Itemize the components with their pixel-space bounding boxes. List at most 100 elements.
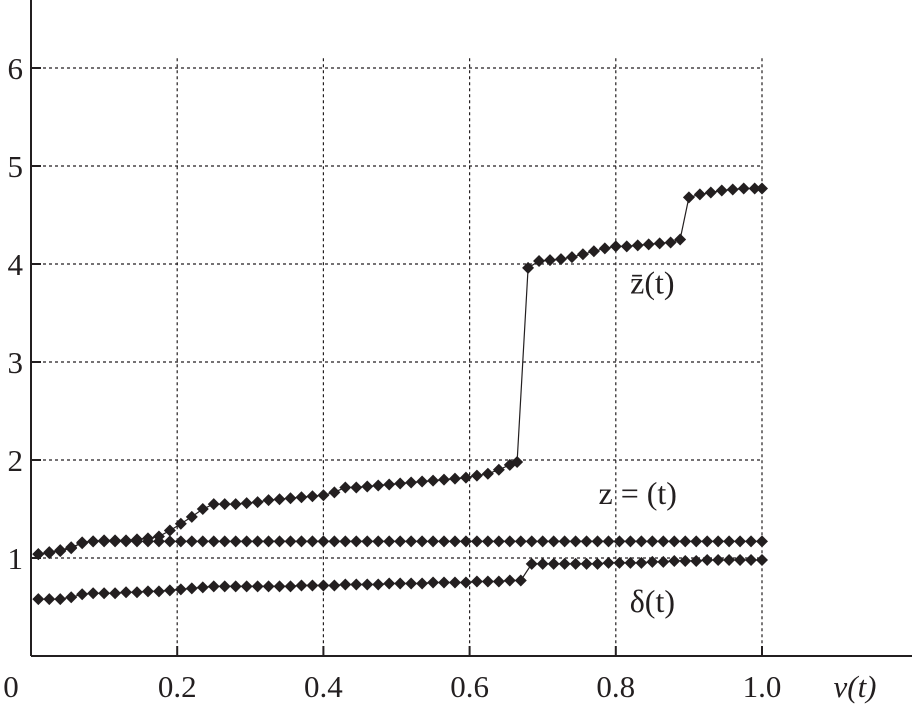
data-point <box>679 535 692 548</box>
data-point <box>163 524 176 537</box>
data-point <box>185 535 198 548</box>
data-point <box>141 585 154 598</box>
data-point <box>185 582 198 595</box>
data-point <box>674 233 687 246</box>
data-point <box>576 248 589 261</box>
data-point <box>701 535 714 548</box>
data-point <box>756 535 768 548</box>
data-point <box>734 535 747 548</box>
data-point <box>569 535 582 548</box>
data-point <box>704 186 717 199</box>
data-point <box>580 535 593 548</box>
data-point <box>109 535 122 548</box>
data-point <box>240 580 253 593</box>
y-tick-label: 2 <box>8 443 24 478</box>
data-point <box>163 584 176 597</box>
data-point <box>174 535 187 548</box>
data-point <box>65 591 78 604</box>
data-point <box>152 585 165 598</box>
data-point <box>459 471 472 484</box>
data-point <box>668 554 681 567</box>
data-point <box>130 535 143 548</box>
data-point <box>635 556 648 569</box>
data-point <box>635 535 648 548</box>
data-point <box>533 255 546 268</box>
data-point <box>591 535 604 548</box>
data-point <box>273 535 286 548</box>
data-point <box>207 580 220 593</box>
data-point <box>558 557 571 570</box>
data-point <box>448 472 461 485</box>
data-point <box>130 586 143 599</box>
data-point <box>361 480 374 493</box>
data-point <box>54 544 67 557</box>
data-point <box>120 586 133 599</box>
y-tick-label: 4 <box>8 247 24 282</box>
data-point <box>602 535 615 548</box>
data-point <box>339 481 352 494</box>
data-point <box>262 535 275 548</box>
data-point <box>174 583 187 596</box>
data-point <box>251 496 264 509</box>
data-point <box>427 576 440 589</box>
data-point <box>218 535 231 548</box>
grid <box>31 58 763 656</box>
data-point <box>383 577 396 590</box>
data-point <box>416 535 429 548</box>
data-point <box>87 587 100 600</box>
data-point <box>317 489 330 502</box>
data-point <box>459 576 472 589</box>
y-tick-label: 6 <box>8 51 24 86</box>
data-point <box>514 574 527 587</box>
data-point <box>525 557 538 570</box>
data-point <box>624 535 637 548</box>
data-point <box>745 553 758 566</box>
data-point <box>609 240 622 253</box>
data-point <box>554 253 567 266</box>
data-point <box>522 261 535 274</box>
data-point <box>646 555 659 568</box>
data-point <box>470 575 483 588</box>
data-point <box>481 575 494 588</box>
data-point <box>503 535 516 548</box>
series-label: z = (t) <box>599 475 677 511</box>
y-tick-label: 5 <box>8 149 24 184</box>
x-axis-title: v(t) <box>833 669 876 704</box>
data-point <box>120 535 133 548</box>
data-point <box>218 580 231 593</box>
data-point <box>591 557 604 570</box>
x-tick-label: 0.2 <box>158 669 197 704</box>
data-point <box>492 463 505 476</box>
data-point <box>427 474 440 487</box>
data-point <box>240 497 253 510</box>
data-point <box>514 535 527 548</box>
data-point <box>701 553 714 566</box>
data-point <box>536 535 549 548</box>
x-tick-label: 0.8 <box>596 669 635 704</box>
data-point <box>503 574 516 587</box>
data-point <box>459 535 472 548</box>
data-point <box>229 498 242 511</box>
data-point <box>723 535 736 548</box>
data-point <box>394 477 407 490</box>
data-point <box>470 469 483 482</box>
data-point <box>383 535 396 548</box>
data-point <box>602 556 615 569</box>
data-point <box>295 579 308 592</box>
data-point <box>76 588 89 601</box>
data-point <box>328 486 341 499</box>
data-point <box>43 593 56 606</box>
data-point <box>438 576 451 589</box>
data-point <box>372 479 385 492</box>
data-point <box>690 554 703 567</box>
data-point <box>152 535 165 548</box>
data-point <box>448 535 461 548</box>
data-point <box>262 580 275 593</box>
data-point <box>196 503 209 515</box>
data-point <box>174 517 187 530</box>
data-point <box>306 579 319 592</box>
data-point <box>745 535 758 548</box>
data-point <box>284 580 297 593</box>
data-point <box>657 555 670 568</box>
